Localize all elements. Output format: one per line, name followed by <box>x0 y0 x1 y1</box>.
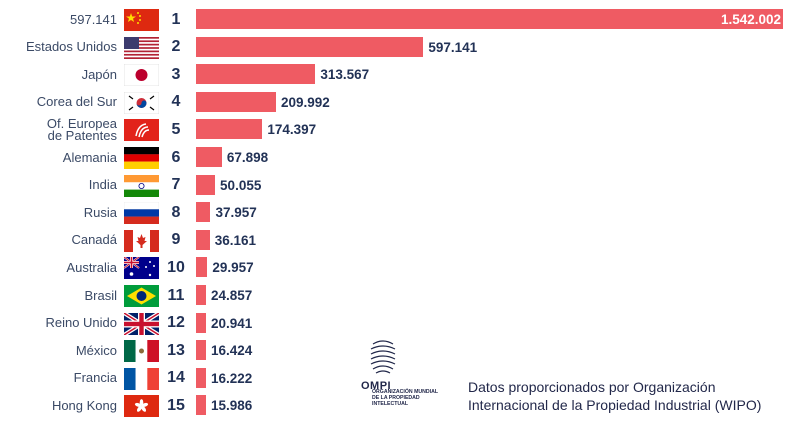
australia-flag-icon <box>124 257 159 280</box>
rank-label: 10 <box>167 258 185 276</box>
rank-label: 13 <box>167 341 185 359</box>
chart-row: México 13 16.424 <box>0 337 800 364</box>
bar <box>196 174 216 195</box>
value-label: 16.424 <box>211 343 253 359</box>
bar <box>196 312 206 333</box>
category-label: Of. Europea de Patentes <box>46 115 117 143</box>
bar <box>196 9 783 29</box>
canada-flag-icon <box>124 229 159 252</box>
rank-label: 4 <box>171 93 181 111</box>
epo-logo-icon <box>124 119 159 142</box>
chart-row: Estados Unidos 2 597.141 <box>0 34 800 61</box>
value-label: 50.055 <box>220 177 262 193</box>
chart-row: Rusia 8 37.957 <box>0 199 800 226</box>
logo-subtitle: ORGANIZACIÓN MUNDIAL DE LA PROPIEDAD INT… <box>372 389 438 407</box>
value-label: 313.567 <box>320 67 370 83</box>
chart-row: Corea del Sur 4 209.992 <box>0 89 800 116</box>
rank-label: 15 <box>167 396 185 414</box>
category-label: Francia <box>73 370 117 386</box>
logo-name: OMPI <box>361 380 392 392</box>
category-label: México <box>75 342 117 358</box>
mexico-flag-icon <box>124 340 159 363</box>
bar <box>196 64 316 85</box>
value-label: 67.898 <box>226 150 269 165</box>
category-label: Reino Unido <box>45 315 117 331</box>
rank-label: 3 <box>171 65 181 83</box>
value-label: 37.957 <box>215 205 257 221</box>
category-label: Corea del Sur <box>36 94 117 110</box>
chart-row: Brasil 11 24.857 <box>0 282 800 309</box>
category-label: Rusia <box>83 204 117 220</box>
chart-row: Hong Kong 15 15.986 <box>0 392 800 419</box>
bar <box>196 91 276 112</box>
bar <box>196 147 222 167</box>
chart-row: Francia 14 16.222 <box>0 365 800 392</box>
category-label: India <box>88 177 117 193</box>
bar <box>196 202 211 223</box>
rank-label: 12 <box>167 314 185 332</box>
bar <box>196 36 424 57</box>
france-flag-icon <box>124 367 159 390</box>
china-flag-icon <box>124 9 159 31</box>
category-label: Japón <box>81 66 117 82</box>
value-label: 209.992 <box>280 94 330 110</box>
category-label: Canadá <box>71 232 117 248</box>
hong-kong-flag-icon <box>124 395 159 418</box>
value-label: 1.542.002 <box>720 12 781 27</box>
chart-row: Japón 3 313.567 <box>0 61 800 88</box>
bar <box>196 367 206 388</box>
chart-row: 597.141 1 1.542.002 <box>0 6 800 33</box>
category-label: Australia <box>66 259 117 275</box>
chart-row: Canadá 9 36.161 <box>0 227 800 254</box>
value-label: 24.857 <box>211 288 253 303</box>
category-label: 597.141 <box>70 11 117 27</box>
south-korea-flag-icon <box>124 91 159 114</box>
bar <box>196 257 208 278</box>
rank-label: 14 <box>167 369 185 387</box>
bar <box>196 229 210 250</box>
bar <box>196 340 206 361</box>
value-label: 36.161 <box>214 232 257 248</box>
chart-row: Of. Europea de Patentes 5 174.397 <box>0 116 800 143</box>
value-label: 29.957 <box>212 260 254 276</box>
chart-row: India 7 50.055 <box>0 172 800 199</box>
bar <box>196 285 206 305</box>
bar <box>196 395 206 416</box>
uk-flag-icon <box>124 312 159 335</box>
category-label: Brasil <box>84 287 117 303</box>
chart-row: Australia 10 29.957 <box>0 254 800 281</box>
brazil-flag-icon <box>124 285 159 307</box>
rank-label: 8 <box>171 203 181 221</box>
ompi-emblem-icon <box>370 340 396 374</box>
rank-label: 2 <box>171 38 181 56</box>
chart-row: Reino Unido 12 20.941 <box>0 310 800 337</box>
category-label: Hong Kong <box>51 397 117 413</box>
india-flag-icon <box>124 174 159 197</box>
usa-flag-icon <box>124 36 159 59</box>
russia-flag-icon <box>124 202 159 225</box>
chart-row: Alemania 6 67.898 <box>0 144 800 171</box>
value-label: 20.941 <box>211 315 253 331</box>
value-label: 174.397 <box>267 122 317 138</box>
category-label: Alemania <box>62 149 117 165</box>
category-label: Estados Unidos <box>25 39 117 55</box>
rank-label: 5 <box>171 120 181 138</box>
rank-label: 9 <box>171 231 181 249</box>
rank-label: 11 <box>167 286 185 304</box>
value-label: 15.986 <box>211 398 253 414</box>
value-label: 16.222 <box>211 370 253 386</box>
value-label: 597.141 <box>428 39 478 55</box>
japan-flag-icon <box>124 64 159 87</box>
rank-label: 1 <box>171 10 181 28</box>
rank-label: 6 <box>171 148 181 166</box>
source-note: Datos proporcionados por Organización In… <box>468 379 762 413</box>
bar <box>196 119 263 140</box>
ompi-logo: OMPI ORGANIZACIÓN MUNDIAL DE LA PROPIEDA… <box>358 336 458 414</box>
germany-flag-icon <box>124 147 159 169</box>
rank-label: 7 <box>171 176 181 194</box>
